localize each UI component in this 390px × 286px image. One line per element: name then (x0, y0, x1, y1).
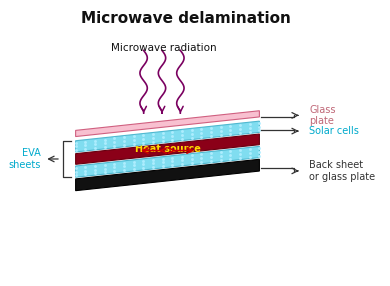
Text: Solar cells: Solar cells (309, 126, 359, 136)
Text: Glass
plate: Glass plate (309, 105, 335, 126)
Polygon shape (76, 111, 259, 136)
Text: Microwave radiation: Microwave radiation (111, 43, 217, 53)
Polygon shape (76, 134, 259, 164)
Text: Heat source: Heat source (135, 144, 200, 154)
Text: EVA
sheets: EVA sheets (8, 148, 41, 170)
Polygon shape (76, 159, 259, 191)
Polygon shape (76, 121, 259, 152)
Text: Microwave delamination: Microwave delamination (81, 11, 291, 26)
Text: Back sheet
or glass plate: Back sheet or glass plate (309, 160, 375, 182)
Polygon shape (76, 146, 259, 177)
